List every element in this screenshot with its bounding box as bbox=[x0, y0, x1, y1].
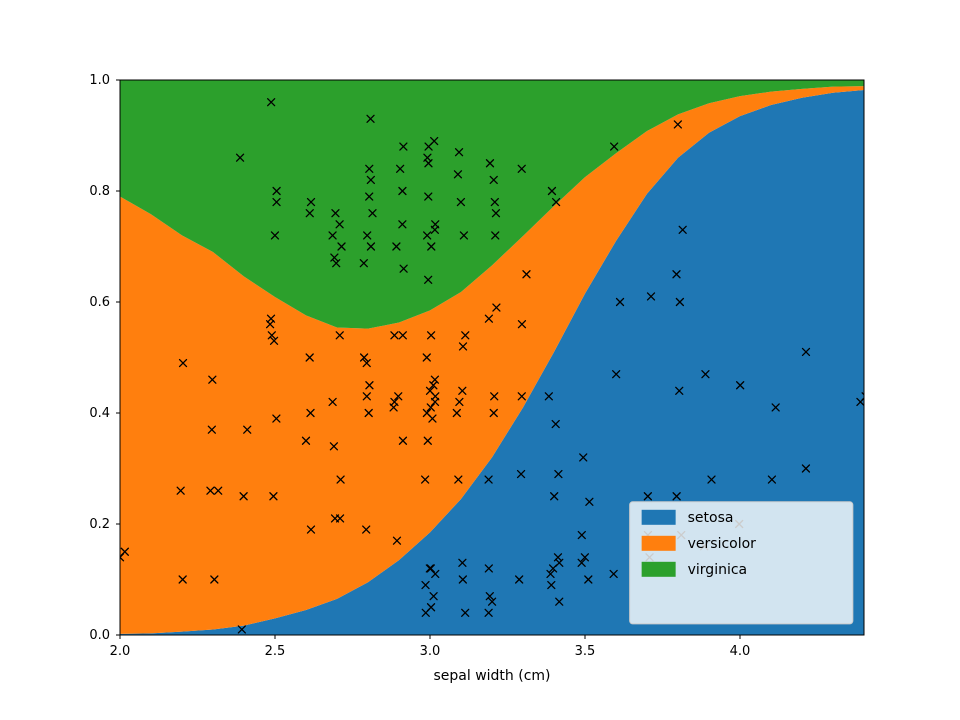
legend-swatch bbox=[642, 536, 676, 551]
legend-swatch bbox=[642, 562, 676, 577]
legend-swatch bbox=[642, 510, 676, 525]
x-tick-label: 4.0 bbox=[730, 644, 751, 659]
x-tick-label: 3.5 bbox=[575, 644, 596, 659]
y-tick-label: 0.0 bbox=[89, 628, 110, 643]
chart-root: 2.0 2.5 3.0 3.5 4.0 0.0 0.2 0.4 0.6 0.8 1.0 sepal w… bbox=[0, 0, 960, 720]
y-tick-label: 0.6 bbox=[89, 295, 110, 310]
y-tick-label: 0.4 bbox=[89, 406, 110, 421]
x-tick-label: 3.0 bbox=[420, 644, 441, 659]
legend-item-label: versicolor bbox=[688, 536, 757, 552]
x-tick-label: 2.0 bbox=[110, 644, 131, 659]
x-axis-title: sepal width (cm) bbox=[433, 668, 550, 684]
legend-item-label: setosa bbox=[688, 510, 734, 526]
y-tick-label: 1.0 bbox=[89, 73, 110, 88]
y-tick-label: 0.2 bbox=[89, 517, 110, 532]
classification-chart: 2.0 2.5 3.0 3.5 4.0 0.0 0.2 0.4 0.6 0.8 1.0 sepal w… bbox=[0, 0, 960, 720]
legend: setosa versicolor virginica bbox=[630, 502, 853, 624]
legend-item-label: virginica bbox=[688, 562, 748, 578]
y-tick-label: 0.8 bbox=[89, 184, 110, 199]
x-tick-label: 2.5 bbox=[265, 644, 286, 659]
